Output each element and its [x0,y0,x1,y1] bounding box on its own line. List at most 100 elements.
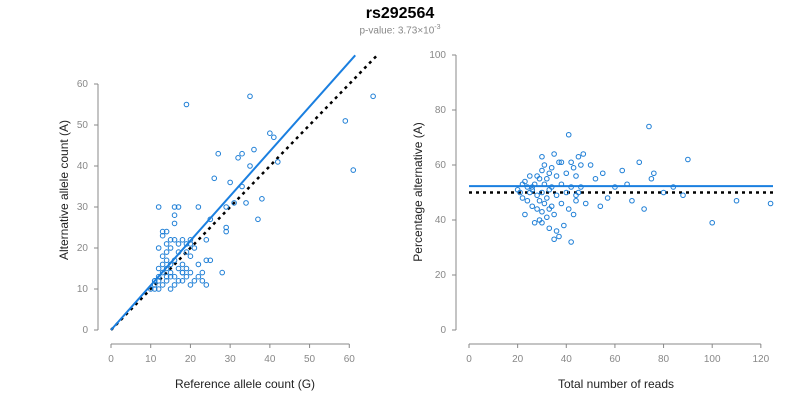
right-x-tick-label: 20 [512,354,524,365]
right-data-point [648,175,655,182]
right-data-point [660,189,667,196]
left-data-point [159,282,166,288]
left-data-point [275,159,281,165]
left-data-point [219,269,225,276]
right-data-point [539,208,545,215]
left-data-point [163,273,170,280]
right-data-point [568,239,574,245]
left-data-point [163,257,170,264]
left-data-point [151,286,158,292]
chart-title: rs292564 [365,5,435,22]
left-data-point [159,232,166,239]
right-x-axis-title: Total number of reads [558,377,674,391]
right-data-point [573,173,579,179]
left-y-tick-label: 10 [77,284,89,295]
left-data-point [163,278,170,284]
right-data-point [527,173,533,179]
right-data-point [578,184,584,190]
right-data-point [534,192,540,199]
left-data-point [199,269,206,276]
right-data-point [539,219,545,226]
right-y-axis-title: Percentage alternative (A) [411,122,425,261]
right-data-point [575,153,582,160]
left-data-point [231,200,237,206]
right-data-point [553,192,560,199]
right-data-point [597,203,604,210]
left-data-point [187,269,194,276]
right-data-point [558,159,565,166]
right-data-point [534,206,540,212]
left-data-point [203,257,210,264]
right-data-point [565,131,572,138]
left-data-point [187,282,194,288]
left-data-point [183,241,190,247]
left-data-point [179,237,186,243]
left-data-point [191,278,198,284]
left-y-tick-label: 0 [82,325,88,336]
p-value-times: ×10 [417,25,435,37]
p-value-text: p-value: 3.73 [359,25,418,37]
left-data-point [239,183,245,190]
right-data-point [548,164,555,171]
right-data-point [553,228,560,234]
right-scatter-plot: 0 20 40 60 80 100 120 0 20 40 60 80 100 Total number … [411,50,774,391]
left-y-tick-label: 20 [77,243,89,254]
right-data-point [641,206,647,212]
left-data-point [215,150,222,157]
left-data-point [159,261,166,268]
right-x-tick-label: 40 [561,354,573,365]
right-y-tick-label: 60 [435,160,447,171]
left-data-point [175,241,182,247]
left-data-point [167,237,174,243]
left-data-point [227,179,233,186]
left-fit-line [110,54,356,331]
right-data-point [561,222,567,229]
left-data-point [155,204,162,210]
right-data-point [680,192,686,199]
left-data-point [187,237,194,243]
left-x-tick-label: 10 [145,354,157,365]
p-value-exponent: -3 [434,24,441,31]
right-data-point [570,211,577,218]
left-data-point [251,146,257,153]
right-data-point [529,186,536,193]
left-data-point [235,155,241,161]
left-data-point [195,204,202,210]
right-data-point [604,195,611,201]
left-data-point [199,278,206,284]
left-data-point [350,167,357,173]
left-data-point [203,282,210,288]
right-data-point [573,197,579,204]
right-data-point [629,197,635,204]
right-data-point [539,153,545,160]
left-data-point [183,265,190,272]
right-data-point [563,170,570,177]
right-data-point [548,184,555,190]
left-data-point [171,273,178,280]
left-data-point [271,134,277,141]
left-data-point [259,196,265,202]
right-data-point [553,173,560,179]
right-data-point [767,200,774,207]
left-y-tick-label: 60 [77,79,89,90]
left-data-point [175,265,182,272]
right-data-point [541,200,548,207]
right-data-point [733,197,740,204]
right-data-point [573,192,579,199]
right-data-point [619,167,626,174]
left-data-point [342,118,349,124]
left-data-point [159,269,166,276]
left-data-point [203,237,210,243]
right-y-tick-label: 100 [429,50,446,61]
right-data-point [685,156,691,163]
left-data-point [171,204,178,210]
right-data-point [524,197,531,204]
left-data-point [163,265,170,272]
right-data-point [563,189,570,196]
right-data-point [580,151,587,157]
left-data-point [159,253,166,260]
left-data-point [207,216,214,223]
right-data-point [612,184,618,190]
right-data-point [709,219,716,226]
